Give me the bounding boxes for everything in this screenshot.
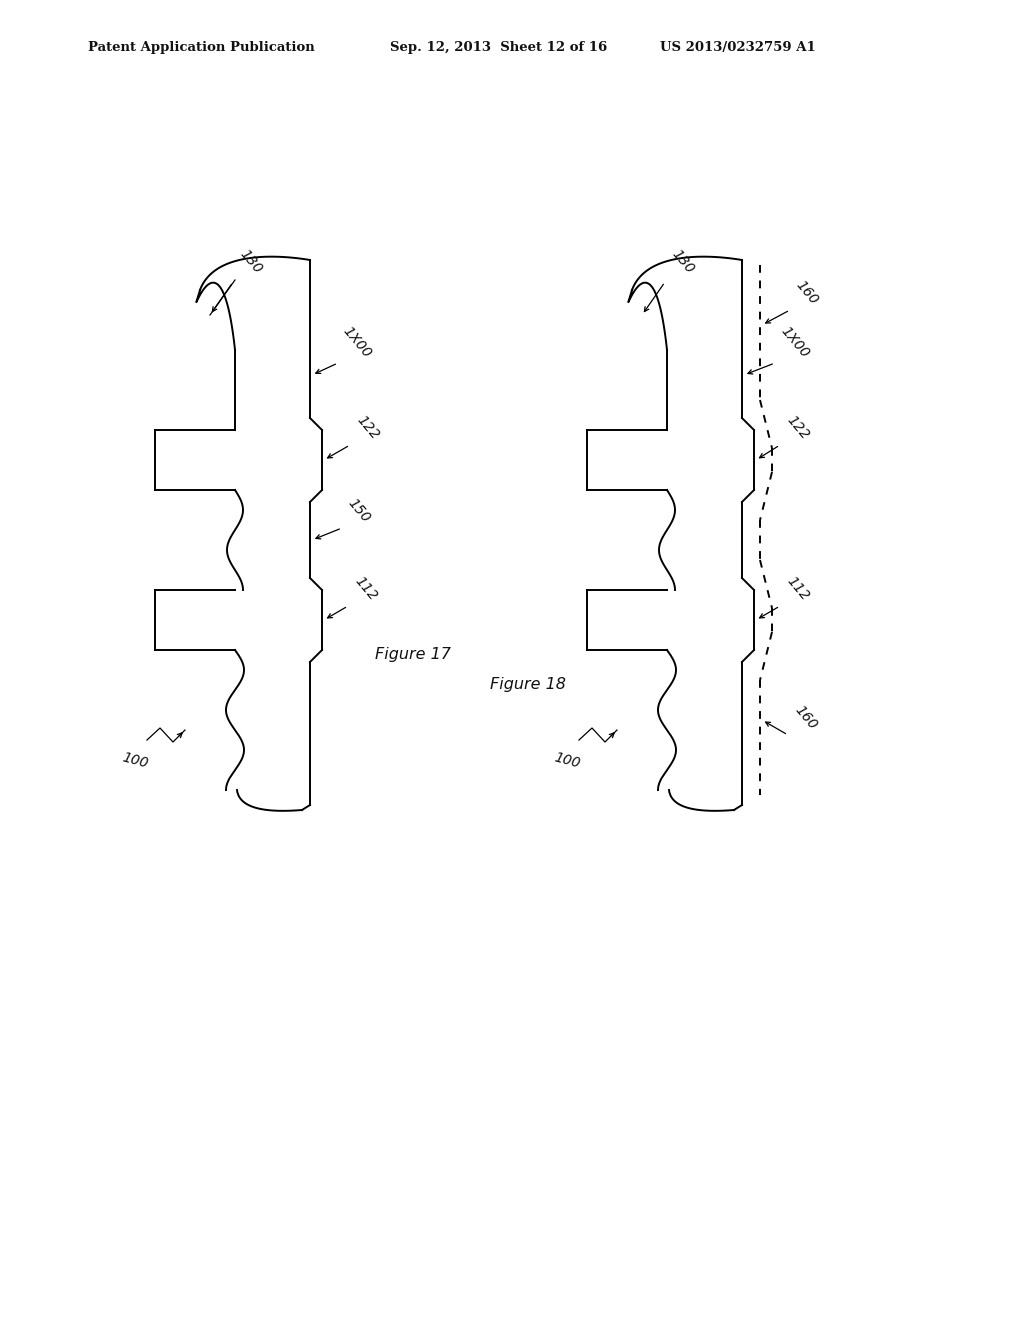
Text: 112: 112	[352, 574, 380, 603]
Text: 150: 150	[345, 495, 373, 525]
Text: Figure 18: Figure 18	[490, 677, 566, 693]
Text: 130: 130	[669, 247, 697, 276]
Text: Figure 17: Figure 17	[375, 648, 451, 663]
Text: US 2013/0232759 A1: US 2013/0232759 A1	[660, 41, 816, 54]
Text: Sep. 12, 2013  Sheet 12 of 16: Sep. 12, 2013 Sheet 12 of 16	[390, 41, 607, 54]
Text: 122: 122	[784, 413, 812, 442]
Text: 100: 100	[552, 750, 582, 771]
Text: 160: 160	[793, 277, 821, 308]
Text: 112: 112	[784, 574, 812, 603]
Text: 100: 100	[121, 750, 150, 771]
Text: 1X00: 1X00	[778, 325, 812, 360]
Text: 122: 122	[354, 413, 382, 442]
Text: Patent Application Publication: Patent Application Publication	[88, 41, 314, 54]
Text: 160: 160	[792, 702, 820, 733]
Text: 130: 130	[237, 247, 265, 276]
Text: 1X00: 1X00	[340, 325, 374, 360]
